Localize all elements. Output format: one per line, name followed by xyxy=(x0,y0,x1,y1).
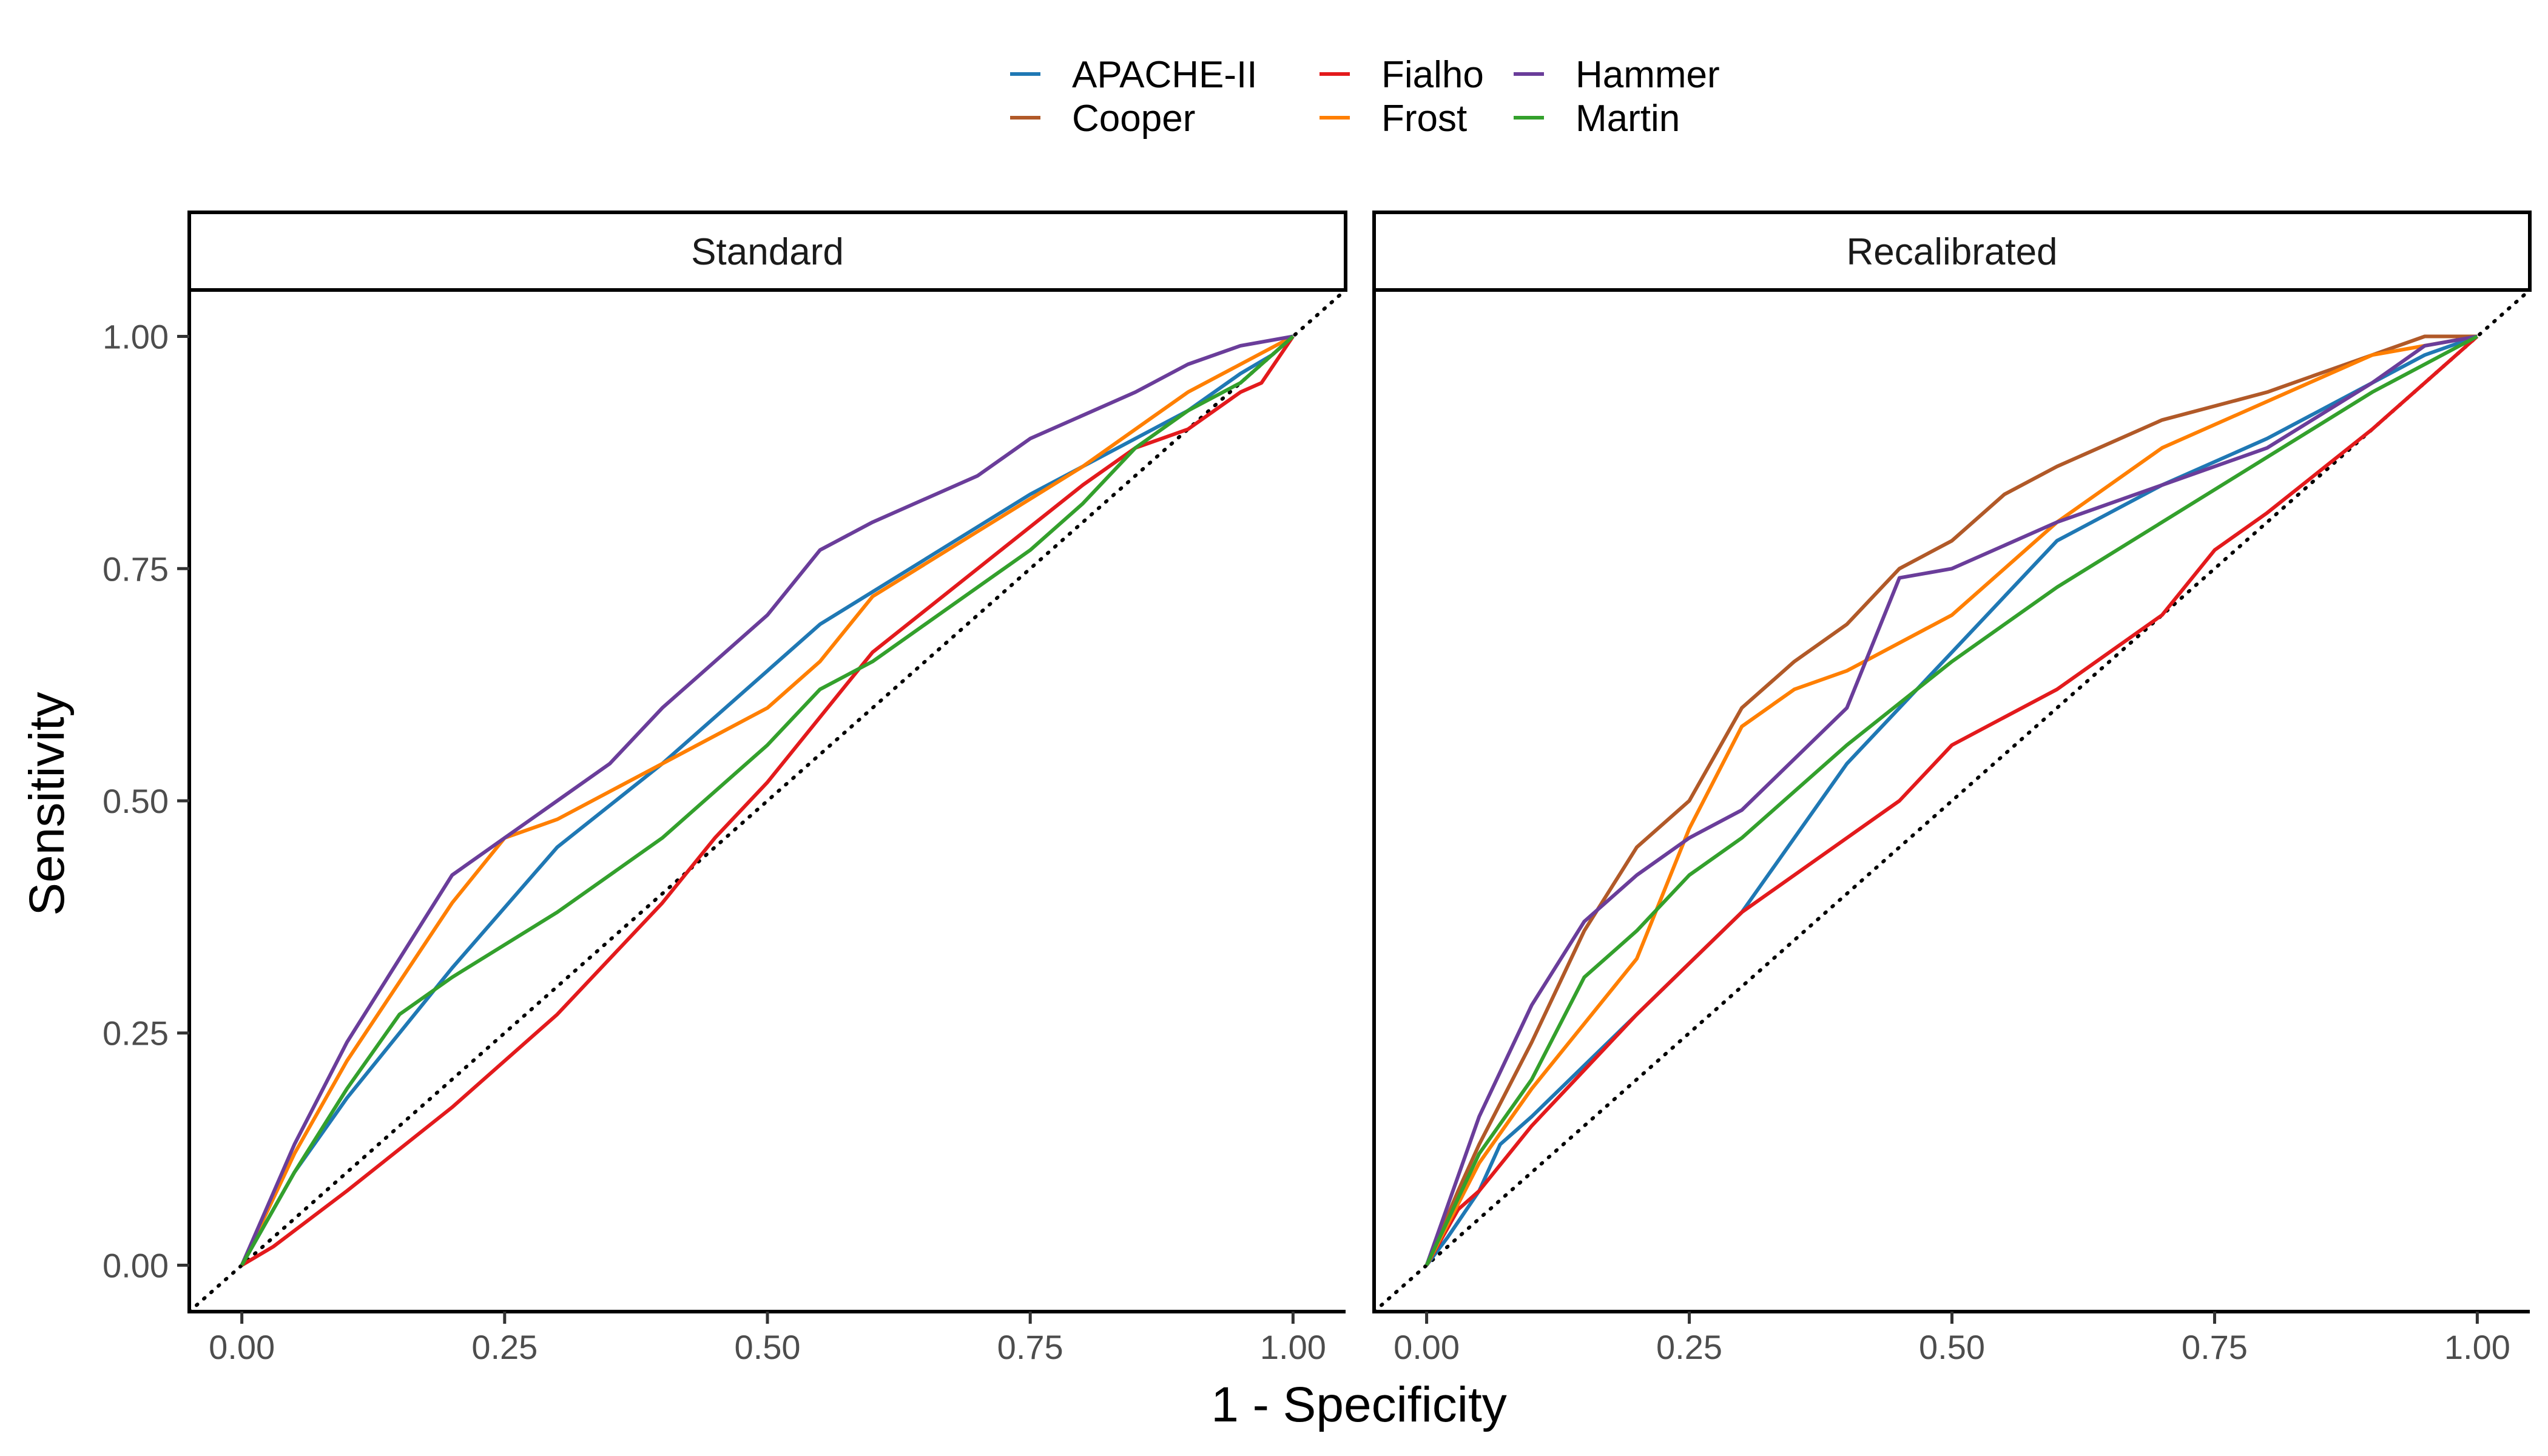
x-tick-label: 0.50 xyxy=(735,1328,801,1366)
y-tick-label: 0.75 xyxy=(103,550,169,588)
x-tick-label: 0.25 xyxy=(1656,1328,1722,1366)
x-tick-label: 1.00 xyxy=(2444,1328,2510,1366)
series-line-fialho xyxy=(1424,335,2479,1266)
y-tick-label: 0.25 xyxy=(103,1014,169,1053)
legend-label: Martin xyxy=(1576,98,1680,140)
x-tick-label: 0.75 xyxy=(997,1328,1063,1366)
x-tick-label: 0.50 xyxy=(1919,1328,1985,1366)
series-line-frost xyxy=(240,334,1294,1266)
legend-label: Frost xyxy=(1381,98,1467,140)
legend-label: Cooper xyxy=(1072,98,1195,140)
facet-panels: Standard 0.00 0.25 0.50 0.75 1.00 0.00 0.25 0.50… xyxy=(103,211,2532,1366)
y-axis-label: Sensitivity xyxy=(19,692,75,915)
x-tick-label: 0.00 xyxy=(1394,1328,1460,1366)
legend-entry-cooper: Cooper xyxy=(1010,98,1195,140)
facet-panel-standard: Standard 0.00 0.25 0.50 0.75 1.00 0.00 0.25 0.50… xyxy=(103,211,1347,1366)
legend-entry-martin: Martin xyxy=(1514,98,1680,140)
facet-strip-title: Recalibrated xyxy=(1846,231,2057,273)
legend-label: APACHE-II xyxy=(1072,54,1257,96)
facet-panel-recalibrated: Recalibrated 0.00 0.25 0.50 0.75 1.00 xyxy=(1372,211,2532,1366)
facet-strip-title: Standard xyxy=(691,231,844,273)
series-line-apache-ii xyxy=(1425,334,2478,1267)
legend-entry-apache-ii: APACHE-II xyxy=(1010,54,1257,96)
facet-strip xyxy=(187,211,1347,292)
legend-entry-fialho: Fialho xyxy=(1320,54,1484,96)
x-axis-label: 1 - Specificity xyxy=(1211,1377,1507,1432)
y-tick-label: 0.50 xyxy=(103,782,169,820)
series-line-hammer xyxy=(240,334,1293,1266)
facet-strip xyxy=(1372,211,2532,292)
series-line-apache-ii xyxy=(240,335,1295,1266)
series-line-hammer xyxy=(1424,334,2478,1266)
series-line-cooper xyxy=(1424,334,2478,1266)
y-tick-label: 0.00 xyxy=(103,1246,169,1284)
series-line-martin xyxy=(1424,334,2478,1266)
legend-entry-frost: Frost xyxy=(1320,98,1467,140)
x-tick-label: 0.00 xyxy=(209,1328,275,1366)
x-tick-label: 0.75 xyxy=(2182,1328,2248,1366)
y-tick-label: 1.00 xyxy=(103,318,169,356)
legend-label: Hammer xyxy=(1576,54,1720,96)
x-tick-label: 1.00 xyxy=(1260,1328,1326,1366)
series-line-frost xyxy=(1424,334,2478,1266)
series-line-martin xyxy=(240,335,1295,1266)
x-tick-label: 0.25 xyxy=(471,1328,538,1366)
legend-label: Fialho xyxy=(1381,54,1484,96)
legend-entry-hammer: Hammer xyxy=(1514,54,1720,96)
series-line-fialho xyxy=(241,335,1295,1267)
